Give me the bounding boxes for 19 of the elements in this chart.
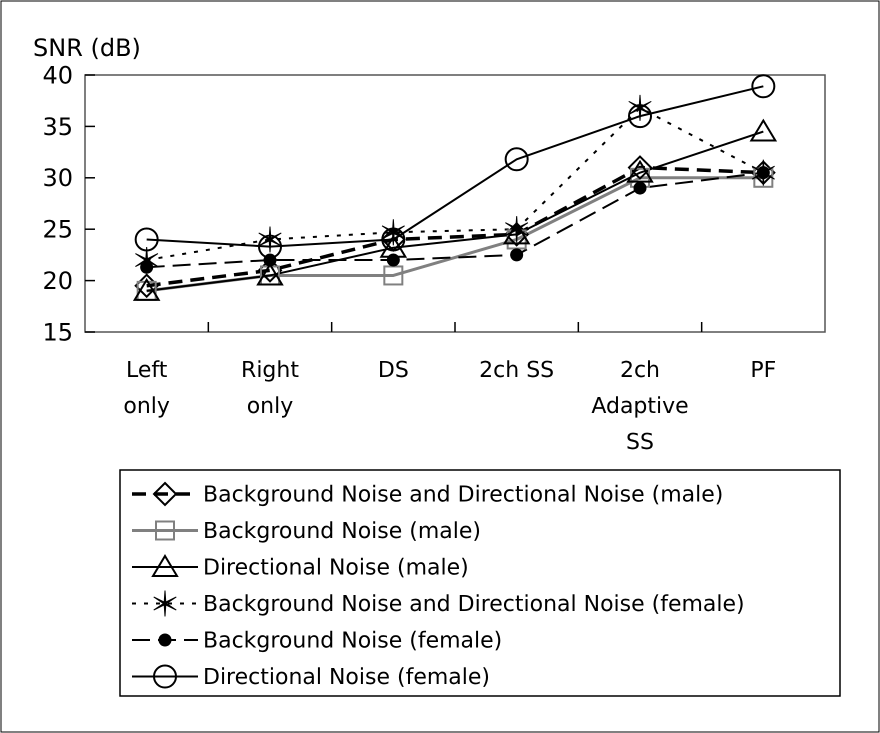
x-tick-label: Left only (123, 358, 170, 419)
legend-label: Background Noise and Directional Noise (female) (203, 592, 745, 618)
y-tick-label: 25 (42, 216, 73, 244)
y-axis-title: SNR (dB) (33, 34, 141, 62)
legend-label: Directional Noise (female) (203, 665, 490, 690)
y-tick-label: 35 (42, 112, 73, 141)
legend-label: Background Noise and Directional Noise (male) (203, 482, 724, 508)
x-tick-label: PF (750, 358, 776, 383)
legend-label: Background Noise (male) (203, 519, 481, 544)
x-tick-label: 2ch Adaptive SS (591, 358, 689, 455)
y-tick-label: 15 (42, 318, 73, 346)
y-tick-label: 30 (42, 164, 73, 192)
legend-label: Background Noise (female) (203, 628, 502, 654)
x-tick-label: DS (378, 358, 409, 383)
x-tick-label: 2ch SS (479, 358, 554, 383)
y-tick-label: 40 (42, 61, 73, 90)
legend-label: Directional Noise (male) (203, 556, 469, 581)
y-tick-label: 20 (42, 267, 73, 295)
x-tick-label: Right only (241, 358, 300, 419)
